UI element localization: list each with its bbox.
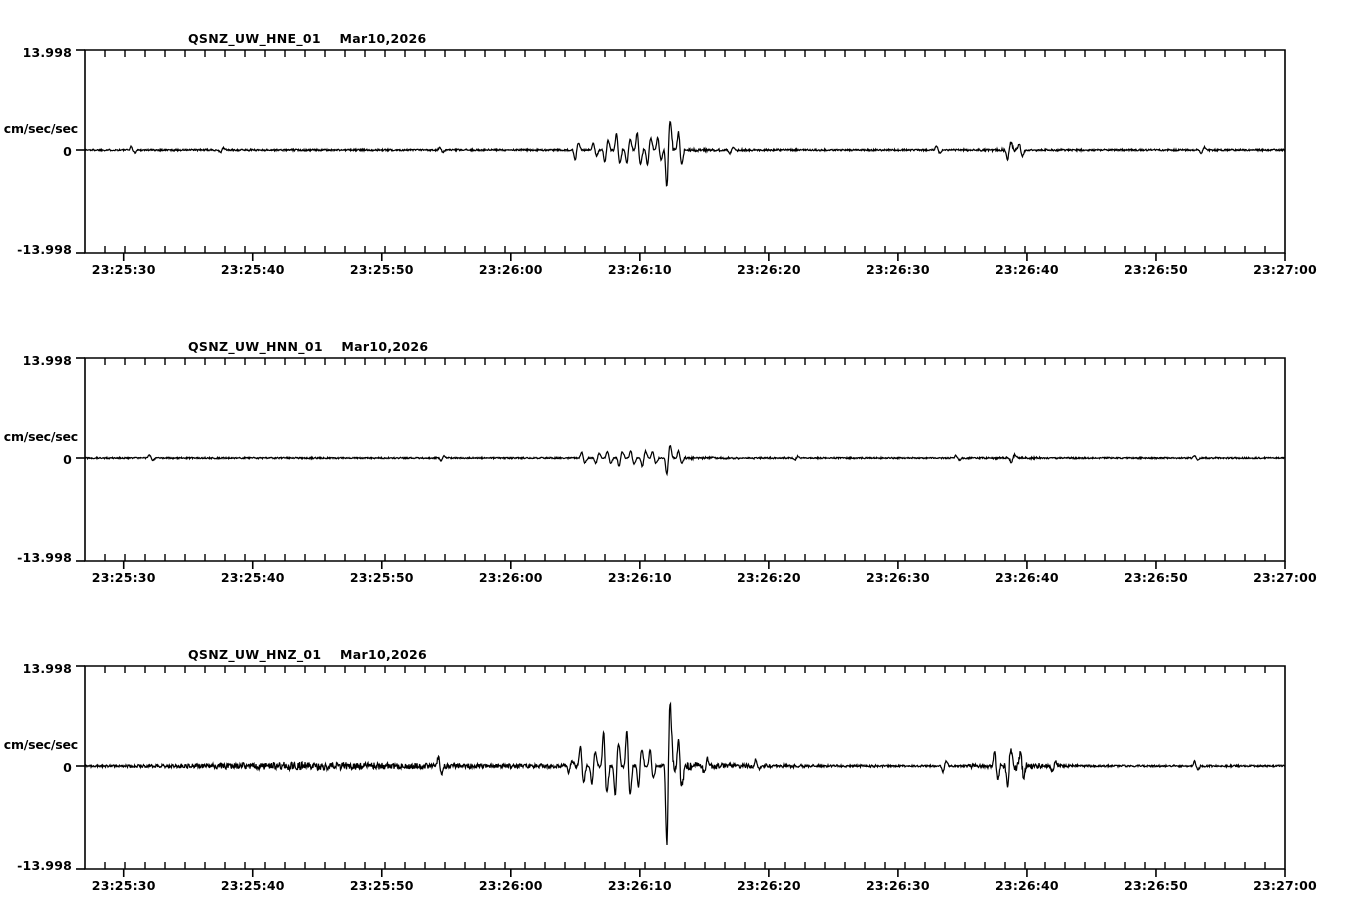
x-tick-label-hnn-2: 23:25:50 bbox=[349, 570, 414, 585]
trace-panel-hnz: QSNZ_UW_HNZ_01 Mar10,2026 cm/sec/sec 13.… bbox=[0, 616, 1358, 916]
x-tick-label-hnn-4: 23:26:10 bbox=[607, 570, 672, 585]
x-tick-label-hnz-7: 23:26:40 bbox=[995, 878, 1059, 893]
y-tick-zero-hne: 0 bbox=[63, 144, 72, 159]
y-tick-min-hne: -13.998 bbox=[17, 242, 72, 257]
x-tick-label-hnn-1: 23:25:40 bbox=[220, 570, 285, 585]
x-tick-label-hnn-7: 23:26:40 bbox=[995, 570, 1059, 585]
x-tick-label-hnz-3: 23:26:00 bbox=[478, 878, 543, 893]
x-tick-label-hnz-1: 23:25:40 bbox=[220, 878, 285, 893]
x-tick-label-hnz-6: 23:26:30 bbox=[865, 878, 930, 893]
y-axis-unit-label-hne: cm/sec/sec bbox=[3, 121, 78, 136]
x-tick-label-hne-6: 23:26:30 bbox=[865, 262, 930, 277]
y-tick-max-hnn: 13.998 bbox=[22, 353, 72, 368]
y-tick-max-hne: 13.998 bbox=[22, 45, 72, 60]
x-tick-label-hne-9: 23:27:00 bbox=[1253, 262, 1317, 277]
x-tick-label-hnz-9: 23:27:00 bbox=[1253, 878, 1317, 893]
plot-area-hne bbox=[76, 49, 1286, 261]
y-tick-min-hnz: -13.998 bbox=[17, 858, 72, 873]
y-tick-min-hnn: -13.998 bbox=[17, 550, 72, 565]
x-tick-label-hnz-2: 23:25:50 bbox=[349, 878, 414, 893]
x-tick-label-hnn-9: 23:27:00 bbox=[1253, 570, 1317, 585]
panel-title-hnn: QSNZ_UW_HNN_01 Mar10,2026 bbox=[188, 339, 429, 354]
plot-area-hnn bbox=[76, 357, 1286, 569]
x-tick-label-hnz-0: 23:25:30 bbox=[91, 878, 156, 893]
x-tick-label-hne-2: 23:25:50 bbox=[349, 262, 414, 277]
x-tick-label-hne-8: 23:26:50 bbox=[1124, 262, 1188, 277]
x-tick-label-hnn-8: 23:26:50 bbox=[1124, 570, 1188, 585]
y-tick-max-hnz: 13.998 bbox=[22, 661, 72, 676]
panel-title-hne: QSNZ_UW_HNE_01 Mar10,2026 bbox=[188, 31, 427, 46]
plot-area-hnz bbox=[76, 665, 1286, 877]
x-tick-label-hne-3: 23:26:00 bbox=[478, 262, 543, 277]
y-axis-unit-label-hnz: cm/sec/sec bbox=[3, 737, 78, 752]
x-tick-label-hnz-4: 23:26:10 bbox=[607, 878, 672, 893]
x-tick-label-hne-5: 23:26:20 bbox=[736, 262, 801, 277]
y-tick-zero-hnn: 0 bbox=[63, 452, 72, 467]
x-tick-label-hne-0: 23:25:30 bbox=[91, 262, 156, 277]
trace-panel-hne: QSNZ_UW_HNE_01 Mar10,2026 cm/sec/sec 13.… bbox=[0, 0, 1358, 300]
panel-title-hnz: QSNZ_UW_HNZ_01 Mar10,2026 bbox=[188, 647, 428, 662]
y-axis-unit-label-hnn: cm/sec/sec bbox=[3, 429, 78, 444]
x-tick-label-hnn-3: 23:26:00 bbox=[478, 570, 543, 585]
y-tick-zero-hnz: 0 bbox=[63, 760, 72, 775]
x-tick-label-hne-4: 23:26:10 bbox=[607, 262, 672, 277]
x-tick-label-hne-7: 23:26:40 bbox=[995, 262, 1059, 277]
trace-panel-hnn: QSNZ_UW_HNN_01 Mar10,2026 cm/sec/sec 13.… bbox=[0, 308, 1358, 608]
x-tick-label-hnn-5: 23:26:20 bbox=[736, 570, 801, 585]
x-tick-label-hnz-8: 23:26:50 bbox=[1124, 878, 1188, 893]
x-tick-label-hnn-6: 23:26:30 bbox=[865, 570, 930, 585]
x-tick-label-hnz-5: 23:26:20 bbox=[736, 878, 801, 893]
x-tick-label-hne-1: 23:25:40 bbox=[220, 262, 285, 277]
x-tick-label-hnn-0: 23:25:30 bbox=[91, 570, 156, 585]
